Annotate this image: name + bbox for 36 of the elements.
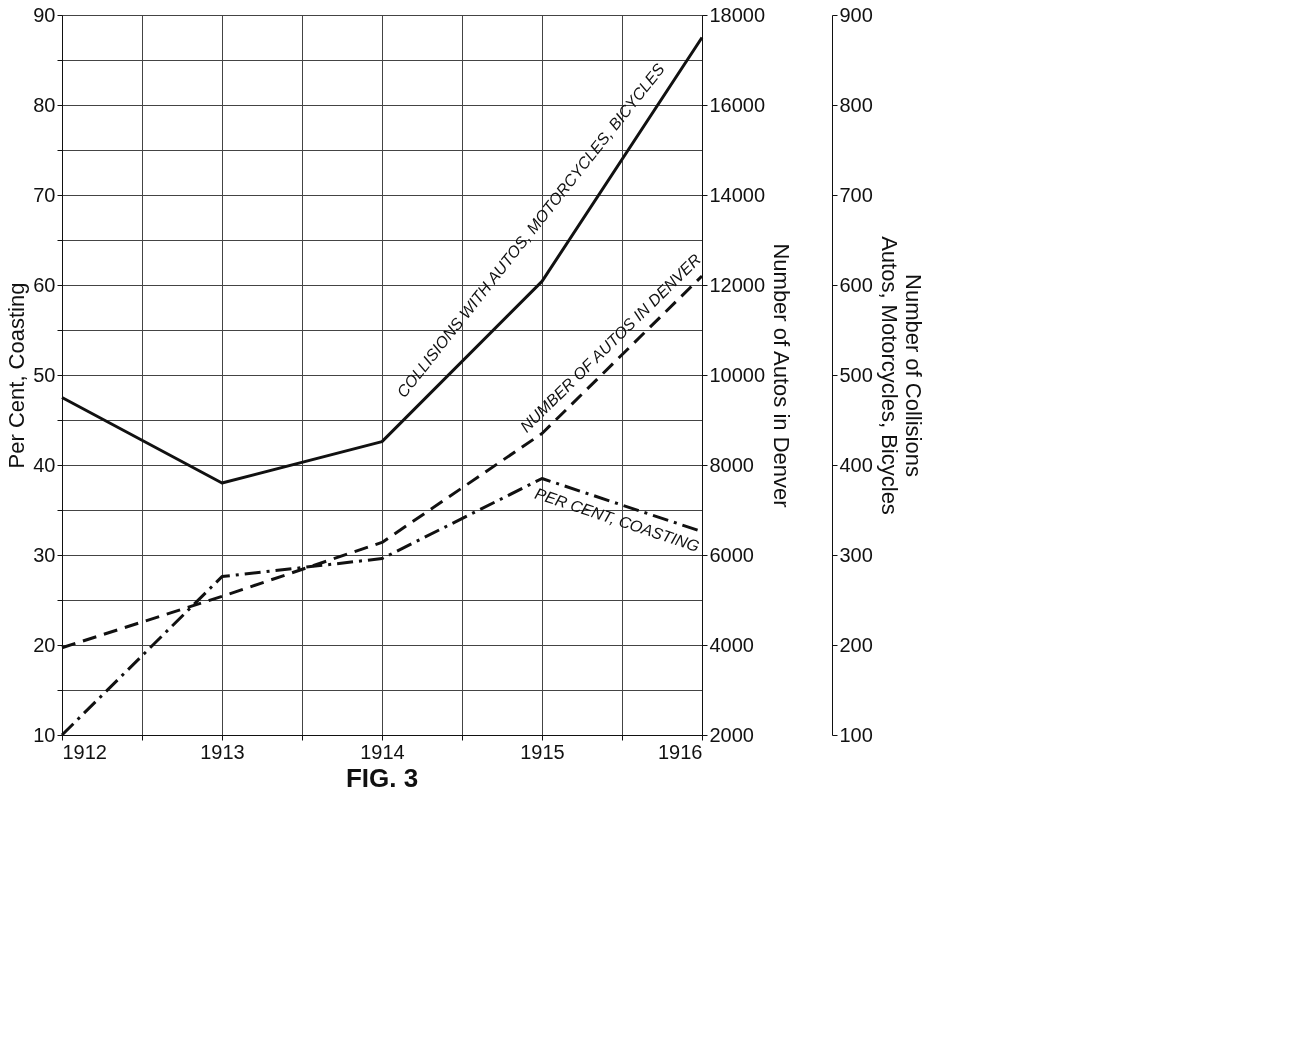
y3-tick-label: 200 <box>839 633 873 656</box>
y-tick-label: 10 <box>33 723 56 746</box>
y3-tick-label: 700 <box>839 183 873 206</box>
y-tick-label: 70 <box>33 183 56 206</box>
text: FIG. 3 <box>345 763 419 793</box>
y-axis-title: Per Cent, Coasting <box>4 282 30 469</box>
x-tick-label: 1914 <box>360 740 405 763</box>
y2-tick-label: 16000 <box>709 93 766 116</box>
y3-tick-label: 900 <box>839 3 873 26</box>
y3-axis-title: Number of Collisions Autos, Motorcycles, Bicycles <box>876 236 926 515</box>
y3-tick-label: 400 <box>839 453 873 476</box>
y2-tick-label: 12000 <box>709 273 766 296</box>
y-tick-label: 80 <box>33 93 56 116</box>
y-tick-label: 90 <box>33 3 56 26</box>
y-tick-label: 20 <box>33 633 56 656</box>
y2-tick-label: 8000 <box>709 453 754 476</box>
y-tick-label: 40 <box>33 453 56 476</box>
y2-tick-label: 2000 <box>709 723 754 746</box>
y2-tick-label: 4000 <box>709 633 754 656</box>
x-tick-label: 1912 <box>62 740 107 763</box>
y3-tick-label: 300 <box>839 543 873 566</box>
y2-tick-label: 10000 <box>709 363 766 386</box>
y3-tick-label: 500 <box>839 363 873 386</box>
y-tick-label: 50 <box>33 363 56 386</box>
x-tick-label: 1915 <box>520 740 565 763</box>
x-tick-label: 1916 <box>658 740 703 763</box>
y-tick-label: 30 <box>33 543 56 566</box>
x-tick-label: 1913 <box>200 740 245 763</box>
y-tick-label: 60 <box>33 273 56 296</box>
y3-tick-label: 100 <box>839 723 873 746</box>
y3-tick-label: 600 <box>839 273 873 296</box>
y2-tick-label: 6000 <box>709 543 754 566</box>
y2-tick-label: 14000 <box>709 183 766 206</box>
y2-axis-title: Number of Autos in Denver <box>769 243 795 508</box>
y2-tick-label: 18000 <box>709 3 766 26</box>
y3-tick-label: 800 <box>839 93 873 116</box>
